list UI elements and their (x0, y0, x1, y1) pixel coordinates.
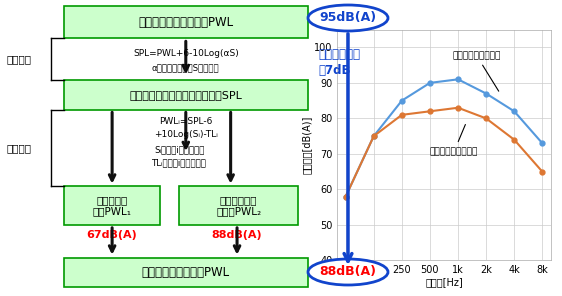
Text: エンクロージャ外のPWL: エンクロージャ外のPWL (142, 266, 230, 279)
Text: エンクロージャ有り: エンクロージャ有り (430, 125, 478, 156)
FancyBboxPatch shape (64, 186, 160, 225)
FancyBboxPatch shape (64, 80, 307, 110)
Ellipse shape (308, 259, 388, 285)
Text: エンクロージャ内の騒音レベルSPL: エンクロージャ内の騒音レベルSPL (129, 90, 242, 100)
Text: エンクロージャ無し: エンクロージャ無し (452, 51, 501, 91)
Text: α：平均吸音率、S：表面積: α：平均吸音率、S：表面積 (152, 64, 220, 73)
Y-axis label: 音響特性[dB(A)]: 音響特性[dB(A)] (301, 116, 311, 174)
Text: 壁面からの
透過PWL₁: 壁面からの 透過PWL₁ (93, 195, 132, 216)
Text: PWLᵢ=SPL-6: PWLᵢ=SPL-6 (159, 117, 212, 126)
X-axis label: 周波数[Hz]: 周波数[Hz] (425, 277, 463, 287)
Text: 88dB(A): 88dB(A) (320, 266, 377, 279)
Text: +10Log(Sᵢ)-TLᵢ: +10Log(Sᵢ)-TLᵢ (154, 130, 217, 139)
Text: 騒音低減効果
は7dB: 騒音低減効果 は7dB (318, 48, 360, 77)
Text: 95dB(A): 95dB(A) (319, 12, 377, 25)
Text: 遅音効果: 遅音効果 (6, 143, 31, 153)
Text: 騒音源の音響エネルギPWL: 騒音源の音響エネルギPWL (138, 16, 233, 29)
Text: 88dB(A): 88dB(A) (212, 230, 262, 240)
Ellipse shape (308, 5, 388, 31)
FancyBboxPatch shape (179, 186, 298, 225)
FancyBboxPatch shape (64, 258, 307, 287)
FancyBboxPatch shape (64, 6, 307, 38)
Text: 吸音効果: 吸音効果 (6, 54, 31, 64)
Text: SPL=PWL+6-10Log(αS): SPL=PWL+6-10Log(αS) (133, 49, 239, 58)
Text: 開口部からの
音漏れPWL₂: 開口部からの 音漏れPWL₂ (216, 195, 261, 216)
Text: 67dB(A): 67dB(A) (87, 230, 138, 240)
Text: TLᵢ：部材iの遅音性能: TLᵢ：部材iの遅音性能 (152, 158, 207, 167)
Text: Sᵢ：部材iの表面積、: Sᵢ：部材iの表面積、 (154, 145, 205, 154)
